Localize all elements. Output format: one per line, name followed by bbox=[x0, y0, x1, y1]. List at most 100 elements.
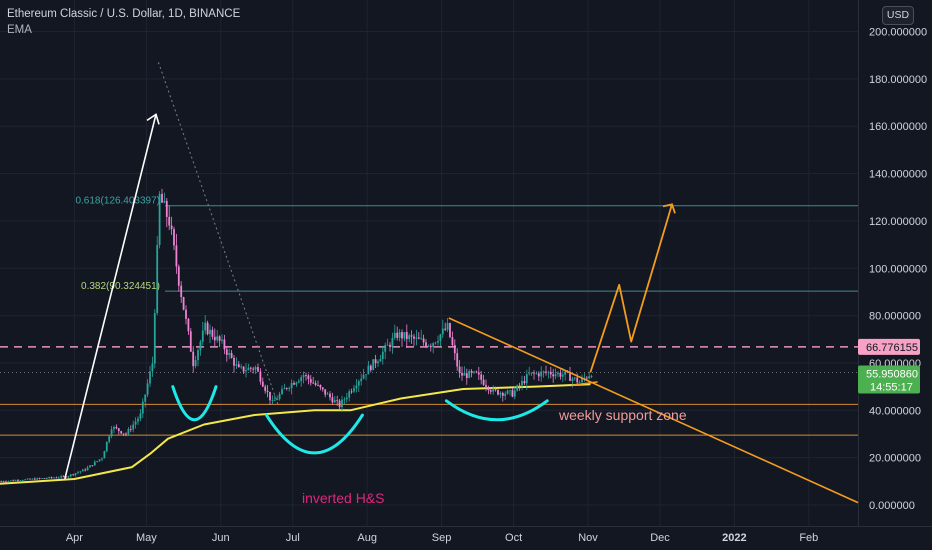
x-tick-label: May bbox=[136, 532, 157, 544]
x-tick-label: Dec bbox=[650, 532, 670, 544]
candle-body bbox=[283, 388, 286, 390]
projection-arrow-head bbox=[662, 203, 676, 214]
candle-body bbox=[353, 388, 355, 392]
y-tick-label: 20.000000 bbox=[869, 453, 921, 465]
candle-body bbox=[14, 480, 17, 482]
candle-body bbox=[487, 386, 490, 391]
candle-body bbox=[516, 385, 519, 391]
y-tick-label: 100.000000 bbox=[869, 263, 927, 275]
candle-body bbox=[547, 371, 550, 373]
candle-body bbox=[108, 436, 111, 442]
candle-body bbox=[240, 366, 243, 368]
candle-body bbox=[317, 384, 319, 386]
candle-body bbox=[365, 374, 367, 376]
candle-body bbox=[141, 401, 144, 414]
candle-body bbox=[19, 480, 22, 482]
y-tick-label: 0.000000 bbox=[869, 500, 915, 512]
candle-body bbox=[24, 479, 27, 481]
candle-body bbox=[168, 216, 171, 226]
candle-body bbox=[533, 372, 535, 374]
candle-body bbox=[408, 335, 411, 340]
fib-level-label: 0.382(90.324451) bbox=[81, 281, 160, 292]
candle-body bbox=[278, 394, 281, 399]
candle-body bbox=[367, 365, 370, 375]
candle-body bbox=[2, 481, 5, 483]
candle-body bbox=[569, 372, 571, 381]
candle-body bbox=[444, 328, 447, 330]
candle-body bbox=[297, 381, 300, 383]
candle-body bbox=[415, 337, 418, 339]
candle-body bbox=[386, 344, 389, 346]
y-tick-label: 180.000000 bbox=[869, 74, 927, 86]
candle-body bbox=[139, 413, 142, 419]
candle-body bbox=[405, 332, 408, 340]
candle-body bbox=[293, 383, 295, 385]
currency-button[interactable]: USD bbox=[882, 6, 914, 25]
dashed-level-price-text: 66.776155 bbox=[866, 342, 918, 354]
candle-body bbox=[127, 429, 130, 435]
candle-body bbox=[355, 385, 358, 389]
candle-body bbox=[31, 478, 34, 480]
candle-body bbox=[21, 480, 24, 482]
candle-body bbox=[259, 371, 262, 382]
candle-body bbox=[26, 478, 29, 480]
candle-body bbox=[182, 297, 185, 310]
countdown-text: 14:55:17 bbox=[870, 382, 913, 394]
candle-body bbox=[583, 377, 586, 379]
candle-body bbox=[324, 389, 327, 395]
y-tick-label: 200.000000 bbox=[869, 27, 927, 39]
candle-body bbox=[269, 391, 271, 401]
candle-body bbox=[50, 477, 53, 478]
candle-body bbox=[497, 389, 499, 395]
candle-body bbox=[115, 426, 118, 429]
candle-body bbox=[389, 344, 391, 348]
candle-body bbox=[341, 399, 343, 408]
candle-body bbox=[573, 377, 576, 379]
x-tick-label: Jun bbox=[212, 532, 230, 544]
x-tick-label: Jul bbox=[286, 532, 300, 544]
candle-body bbox=[266, 390, 269, 392]
candle-body bbox=[446, 323, 449, 330]
candle-body bbox=[199, 341, 202, 351]
candle-body bbox=[216, 336, 219, 341]
candle-body bbox=[441, 328, 444, 335]
time-axis[interactable]: Apr May Jun Jul Aug Sep Oct Nov Dec 2022 Feb bbox=[66, 532, 818, 544]
dashed-level-price-tag bbox=[858, 338, 920, 355]
head-arc bbox=[264, 413, 364, 455]
candle-body bbox=[247, 367, 250, 371]
candle-body bbox=[33, 478, 36, 480]
candles-layer bbox=[0, 188, 593, 483]
candle-body bbox=[288, 388, 291, 389]
candle-body bbox=[89, 465, 91, 468]
candle-body bbox=[57, 477, 60, 479]
candle-body bbox=[98, 459, 101, 462]
candle-body bbox=[485, 384, 487, 387]
x-tick-label: Nov bbox=[578, 532, 598, 544]
candle-body bbox=[113, 426, 115, 430]
right-shoulder-arc bbox=[444, 399, 549, 422]
candle-body bbox=[295, 382, 298, 385]
candle-body bbox=[45, 478, 48, 479]
candle-body bbox=[420, 338, 423, 340]
candle-body bbox=[228, 352, 231, 355]
x-tick-label: Sep bbox=[432, 532, 452, 544]
candle-body bbox=[132, 424, 135, 430]
candle-body bbox=[257, 367, 259, 372]
candle-body bbox=[41, 478, 43, 479]
candle-body bbox=[557, 372, 559, 375]
x-tick-label: 2022 bbox=[722, 532, 746, 544]
candle-body bbox=[300, 377, 303, 382]
candle-body bbox=[492, 388, 495, 392]
candle-body bbox=[158, 193, 161, 246]
indicator-label[interactable]: EMA bbox=[7, 24, 32, 36]
candle-body bbox=[585, 377, 588, 379]
candle-body bbox=[506, 390, 509, 394]
candle-body bbox=[321, 387, 324, 390]
candle-body bbox=[62, 476, 65, 477]
candle-body bbox=[209, 329, 211, 335]
candle-body bbox=[60, 476, 63, 478]
candle-body bbox=[237, 364, 240, 368]
candle-body bbox=[396, 332, 399, 338]
candle-body bbox=[540, 371, 543, 377]
